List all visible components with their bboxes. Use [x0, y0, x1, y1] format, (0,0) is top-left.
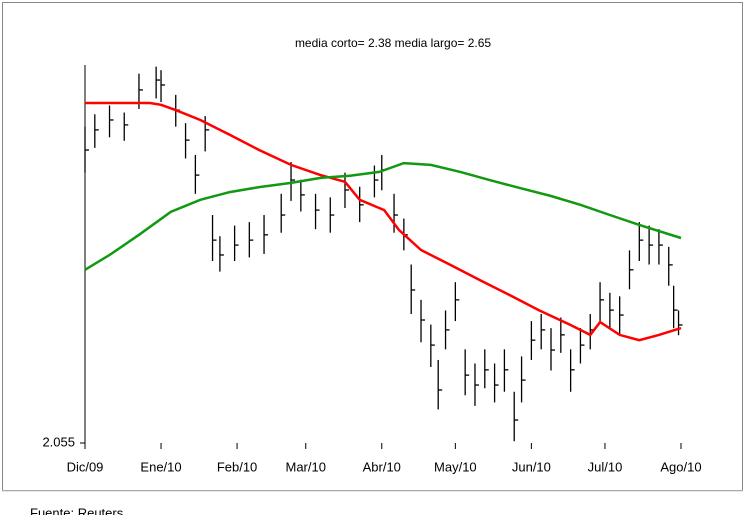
x-tick-label: May/10: [434, 459, 477, 474]
source-note: Fuente: Reuters: [30, 505, 124, 515]
chart-title: media corto= 2.38 media largo= 2.65: [295, 36, 491, 50]
x-tick-label: Ago/10: [660, 459, 701, 474]
y-tick-label: 2.055: [42, 434, 75, 449]
moving-average-line: [84, 161, 682, 271]
x-tick-label: Feb/10: [217, 459, 257, 474]
x-tick-label: Jul/10: [588, 459, 623, 474]
moving-average-line: [85, 101, 682, 342]
x-tick-label: Ene/10: [140, 459, 181, 474]
frame: [2, 2, 743, 491]
x-tick-label: Dic/09: [67, 459, 104, 474]
x-tick-label: Abr/10: [363, 459, 401, 474]
x-tick-label: Jun/10: [512, 459, 551, 474]
x-tick-label: Mar/10: [286, 459, 326, 474]
